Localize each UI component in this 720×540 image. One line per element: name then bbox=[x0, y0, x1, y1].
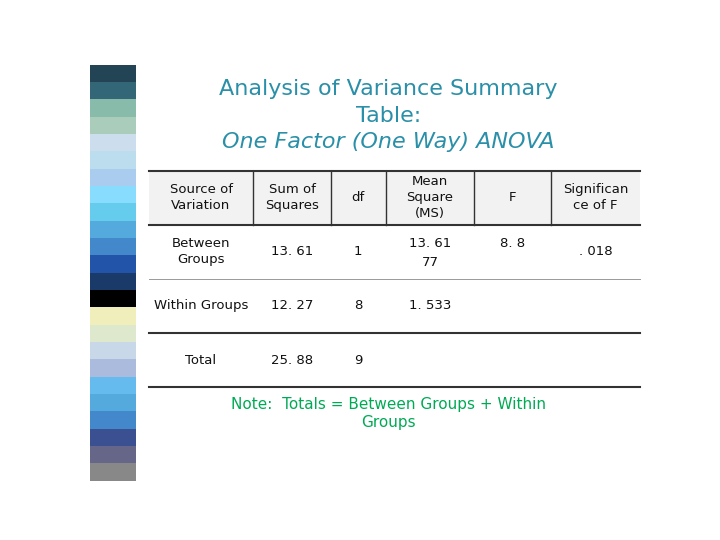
Text: 9: 9 bbox=[354, 354, 362, 367]
Text: Mean
Square
(MS): Mean Square (MS) bbox=[407, 176, 454, 220]
Bar bbox=[90, 463, 136, 481]
Bar bbox=[90, 134, 136, 151]
Text: 13. 61: 13. 61 bbox=[409, 237, 451, 251]
Bar bbox=[90, 238, 136, 255]
Bar bbox=[90, 359, 136, 377]
Bar bbox=[90, 342, 136, 359]
Bar bbox=[90, 411, 136, 429]
Text: Note:  Totals = Between Groups + Within
Groups: Note: Totals = Between Groups + Within G… bbox=[231, 397, 546, 430]
Text: F: F bbox=[509, 191, 516, 204]
Text: Table:: Table: bbox=[356, 106, 421, 126]
Text: . 018: . 018 bbox=[579, 245, 612, 259]
Bar bbox=[90, 307, 136, 325]
Text: 13. 61: 13. 61 bbox=[271, 245, 313, 259]
Bar bbox=[90, 117, 136, 134]
Text: Total: Total bbox=[186, 354, 217, 367]
Text: Source of
Variation: Source of Variation bbox=[169, 184, 233, 212]
Bar bbox=[90, 204, 136, 221]
Text: 77: 77 bbox=[421, 256, 438, 269]
Bar bbox=[90, 377, 136, 394]
Text: 1. 533: 1. 533 bbox=[409, 300, 451, 313]
Text: 8. 8: 8. 8 bbox=[500, 237, 526, 251]
Text: Within Groups: Within Groups bbox=[154, 300, 248, 313]
Text: Sum of
Squares: Sum of Squares bbox=[265, 184, 319, 212]
Bar bbox=[90, 394, 136, 411]
Bar bbox=[90, 429, 136, 446]
Text: Significan
ce of F: Significan ce of F bbox=[563, 184, 628, 212]
Bar bbox=[90, 99, 136, 117]
Bar bbox=[90, 186, 136, 204]
Text: 25. 88: 25. 88 bbox=[271, 354, 313, 367]
Text: One Factor (One Way) ANOVA: One Factor (One Way) ANOVA bbox=[222, 132, 555, 152]
Bar bbox=[90, 446, 136, 463]
Text: Analysis of Variance Summary: Analysis of Variance Summary bbox=[220, 79, 558, 99]
Bar bbox=[90, 151, 136, 168]
Text: 12. 27: 12. 27 bbox=[271, 300, 313, 313]
Text: 8: 8 bbox=[354, 300, 362, 313]
Bar bbox=[90, 255, 136, 273]
Text: 1: 1 bbox=[354, 245, 362, 259]
Bar bbox=[90, 221, 136, 238]
Text: df: df bbox=[351, 191, 365, 204]
Bar bbox=[90, 169, 136, 186]
Text: Between
Groups: Between Groups bbox=[172, 238, 230, 266]
Bar bbox=[90, 82, 136, 99]
Bar bbox=[90, 65, 136, 82]
Bar bbox=[90, 325, 136, 342]
Bar bbox=[90, 273, 136, 290]
Bar bbox=[90, 290, 136, 307]
